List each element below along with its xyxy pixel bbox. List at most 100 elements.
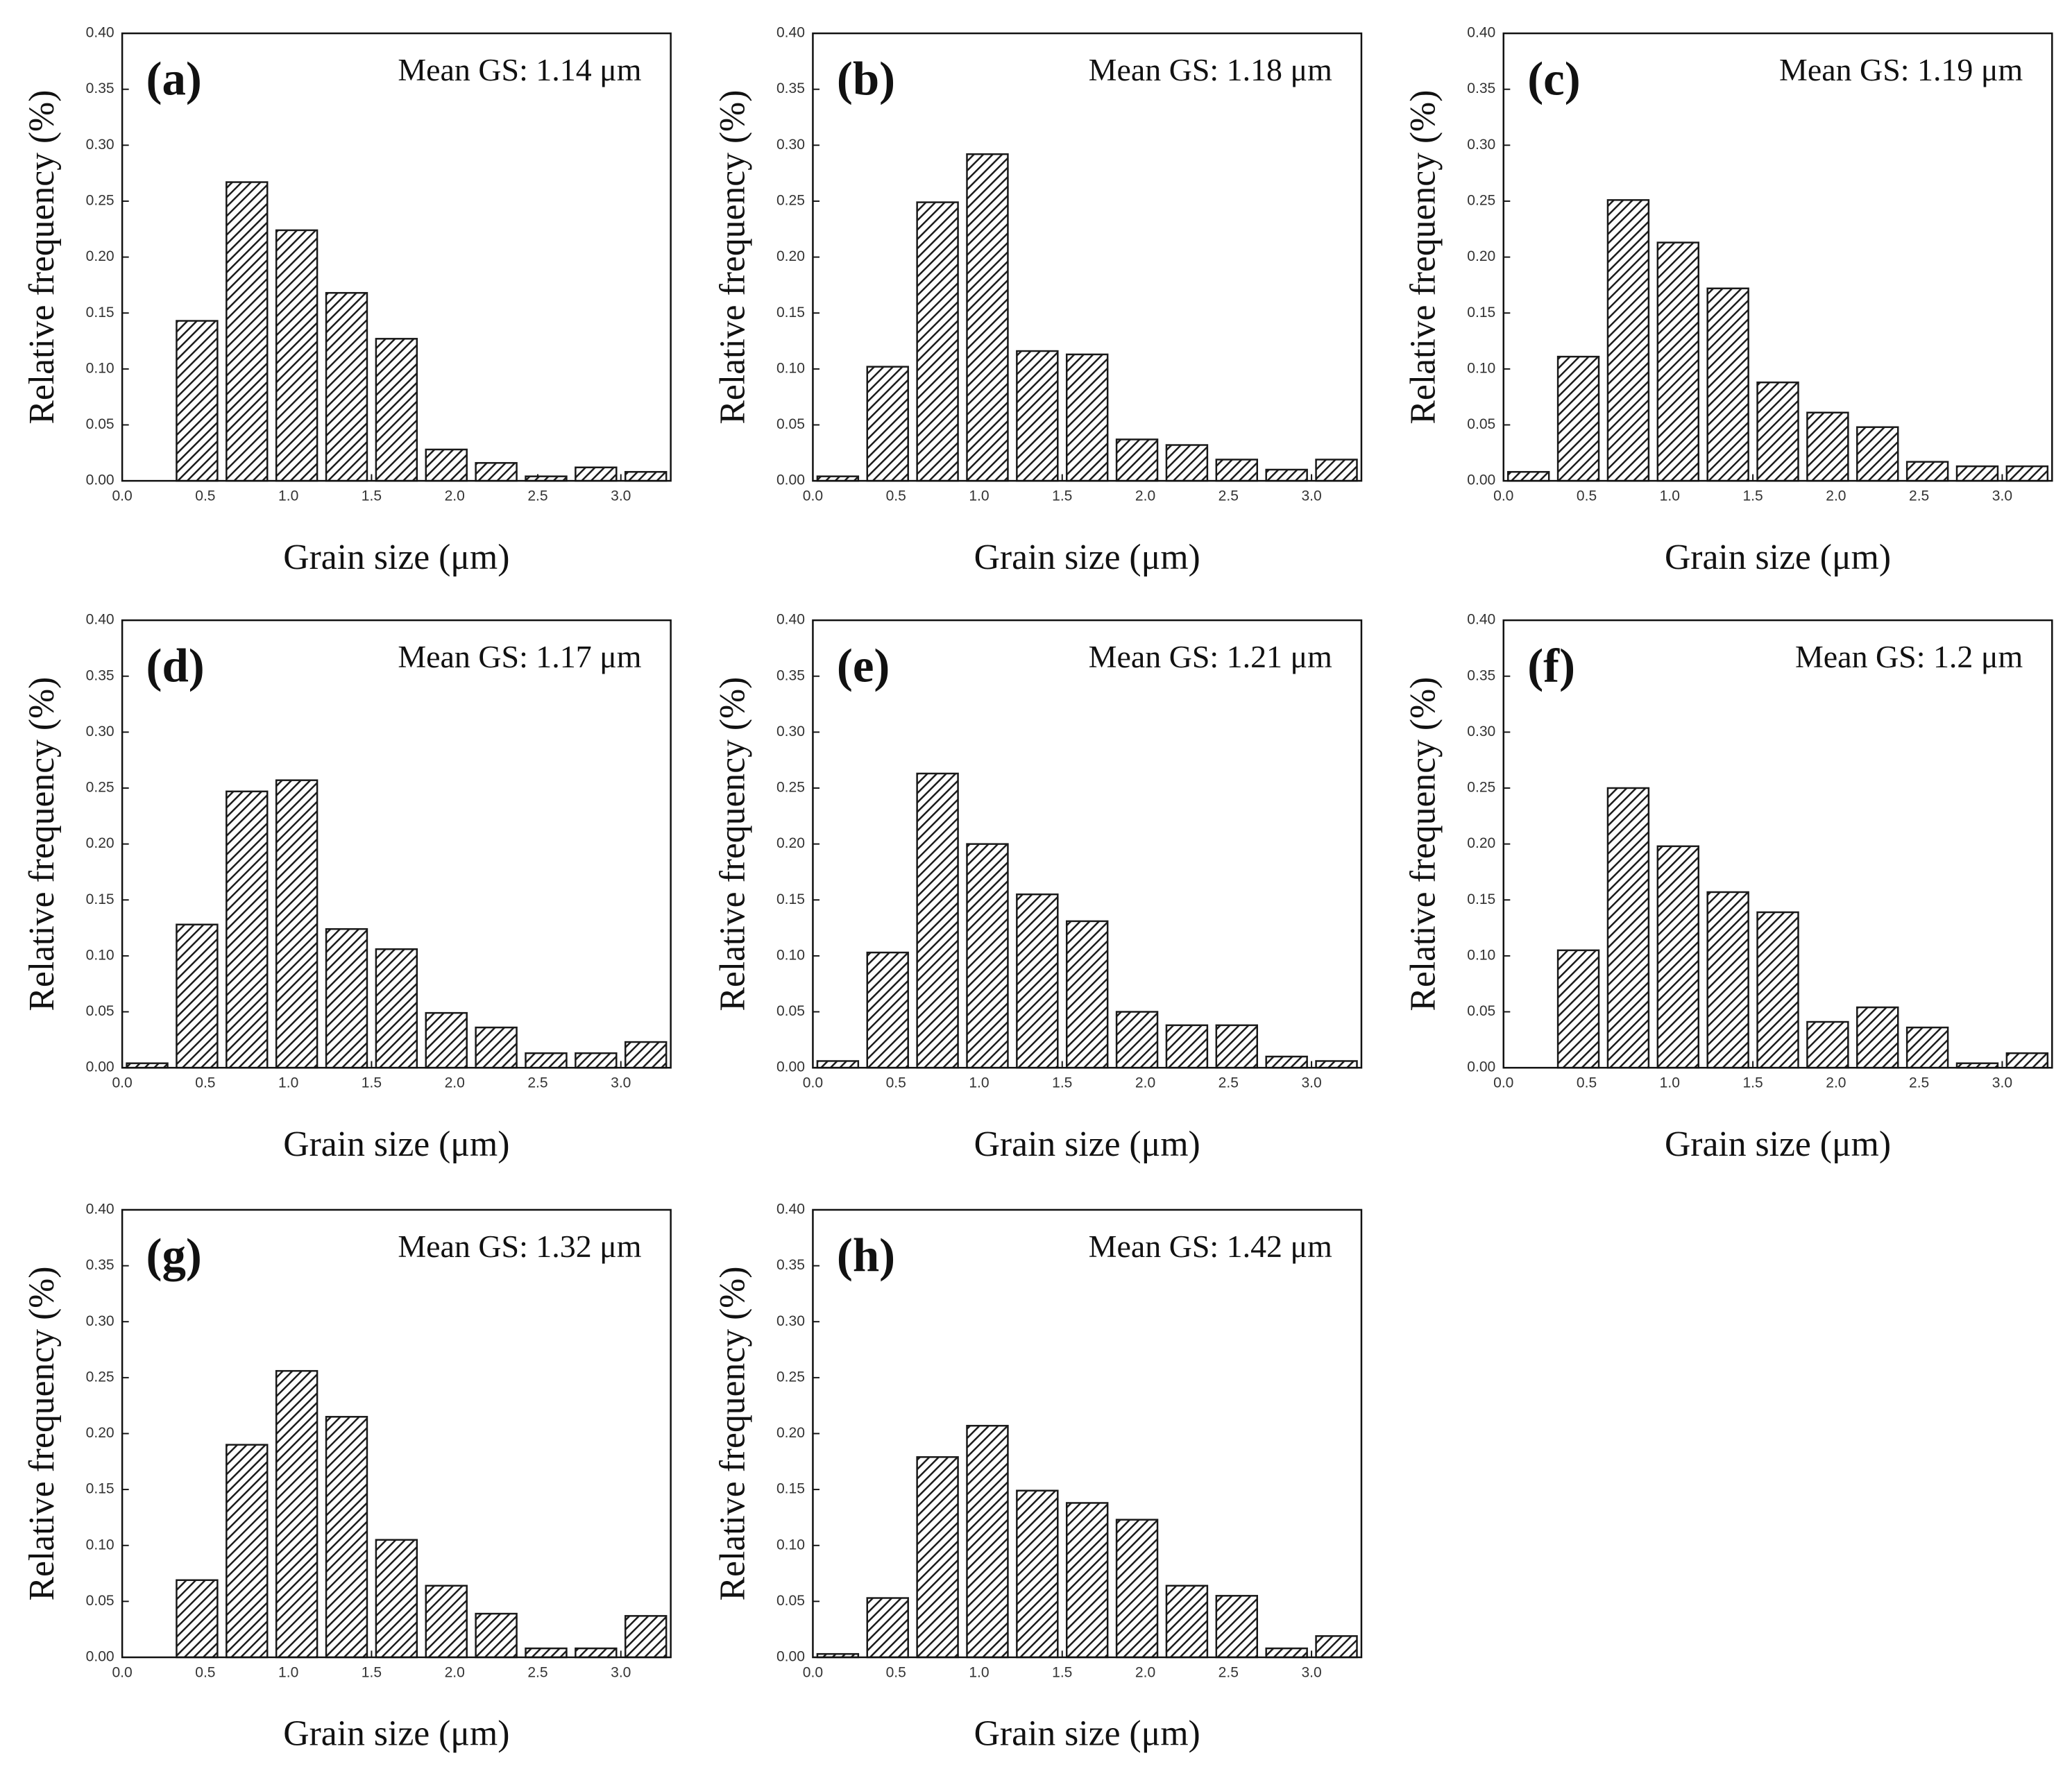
bar bbox=[1215, 1595, 1258, 1659]
y-tick-label: 0.15 bbox=[776, 891, 805, 907]
bar bbox=[1556, 949, 1600, 1069]
y-tick-label: 0.20 bbox=[86, 835, 114, 851]
plot-frame bbox=[1502, 619, 2053, 1069]
bar bbox=[226, 181, 269, 482]
x-tick-label: 1.5 bbox=[1052, 1075, 1072, 1091]
y-tick-label: 0.00 bbox=[776, 472, 805, 488]
bar bbox=[2005, 465, 2049, 482]
y-axis-title: Relative frequency (%) bbox=[22, 1266, 62, 1600]
annotation: Mean GS: 1.2 μm bbox=[1795, 639, 2023, 674]
y-tick-label: 0.05 bbox=[1467, 1003, 1495, 1019]
x-tick-label: 3.0 bbox=[1301, 1665, 1321, 1681]
bar bbox=[1115, 1011, 1159, 1069]
bar bbox=[624, 1041, 668, 1069]
annotation: Mean GS: 1.21 μm bbox=[1089, 639, 1332, 674]
bar bbox=[1265, 1055, 1308, 1069]
y-tick-label: 0.20 bbox=[776, 835, 805, 851]
y-tick-label: 0.10 bbox=[86, 1537, 114, 1553]
x-tick-label: 2.5 bbox=[527, 488, 547, 504]
y-tick-label: 0.35 bbox=[86, 80, 114, 96]
bar bbox=[866, 1597, 909, 1659]
panel-label: (a) bbox=[146, 53, 202, 105]
x-tick-label: 0.0 bbox=[112, 488, 132, 504]
y-tick-label: 0.10 bbox=[86, 947, 114, 963]
x-tick-label: 0.0 bbox=[803, 488, 823, 504]
y-tick-label: 0.15 bbox=[1467, 891, 1495, 907]
bar bbox=[1165, 1024, 1209, 1069]
y-axis-title: Relative frequency (%) bbox=[1404, 677, 1443, 1011]
x-tick-label: 1.5 bbox=[1052, 488, 1072, 504]
x-tick-label: 0.0 bbox=[112, 1665, 132, 1681]
x-tick-label: 2.5 bbox=[527, 1075, 547, 1091]
panel-label: (b) bbox=[837, 53, 895, 105]
x-tick-label: 2.0 bbox=[445, 1665, 465, 1681]
y-tick-label: 0.10 bbox=[1467, 947, 1495, 963]
annotation: Mean GS: 1.19 μm bbox=[1779, 52, 2023, 87]
x-tick-label: 1.0 bbox=[278, 1075, 298, 1091]
bar bbox=[275, 1369, 319, 1659]
bar bbox=[176, 1579, 219, 1659]
bar bbox=[1856, 426, 1899, 482]
x-axis-title: Grain size (μm) bbox=[974, 1125, 1200, 1164]
annotation: Mean GS: 1.32 μm bbox=[398, 1229, 641, 1264]
x-tick-label: 2.5 bbox=[1218, 1075, 1239, 1091]
bar bbox=[425, 1584, 468, 1659]
y-tick-label: 0.40 bbox=[776, 1202, 805, 1217]
y-tick-label: 0.35 bbox=[776, 80, 805, 96]
x-tick-label: 0.0 bbox=[1493, 488, 1513, 504]
y-axis-title: Relative frequency (%) bbox=[713, 90, 752, 425]
bar bbox=[325, 928, 368, 1069]
bar bbox=[866, 951, 909, 1069]
bar bbox=[575, 1647, 618, 1659]
x-tick-label: 3.0 bbox=[611, 488, 631, 504]
bar bbox=[575, 466, 618, 482]
y-tick-label: 0.35 bbox=[86, 1257, 114, 1273]
bar bbox=[1215, 459, 1258, 482]
y-tick-label: 0.00 bbox=[1467, 472, 1495, 488]
bar bbox=[375, 338, 418, 482]
y-tick-label: 0.40 bbox=[776, 612, 805, 628]
panel-label: (d) bbox=[146, 640, 205, 692]
x-tick-label: 0.5 bbox=[195, 488, 215, 504]
x-tick-label: 0.5 bbox=[1577, 1075, 1597, 1091]
bar bbox=[1905, 1026, 1949, 1069]
annotation: Mean GS: 1.18 μm bbox=[1089, 52, 1332, 87]
y-tick-label: 0.05 bbox=[86, 1593, 114, 1609]
bar bbox=[816, 1060, 860, 1069]
bar bbox=[1706, 891, 1749, 1069]
bar bbox=[866, 366, 909, 482]
y-tick-label: 0.05 bbox=[1467, 416, 1495, 432]
bar bbox=[1065, 920, 1109, 1069]
x-tick-label: 3.0 bbox=[611, 1665, 631, 1681]
bar bbox=[1065, 353, 1109, 482]
y-axis-title: Relative frequency (%) bbox=[22, 677, 62, 1011]
x-tick-label: 0.5 bbox=[886, 1075, 906, 1091]
bar bbox=[1065, 1502, 1109, 1659]
bar bbox=[1315, 1060, 1358, 1069]
panel-label: (h) bbox=[837, 1229, 895, 1282]
y-tick-label: 0.10 bbox=[1467, 360, 1495, 376]
y-tick-label: 0.20 bbox=[776, 248, 805, 264]
y-tick-label: 0.30 bbox=[86, 137, 114, 153]
bar bbox=[475, 1612, 518, 1659]
bar bbox=[1165, 444, 1209, 482]
bar bbox=[1606, 787, 1650, 1069]
plot-frame bbox=[812, 1208, 1363, 1659]
bar bbox=[966, 153, 1009, 482]
bar bbox=[1016, 1489, 1059, 1659]
y-axis-title: Relative frequency (%) bbox=[713, 677, 752, 1011]
x-tick-label: 3.0 bbox=[1992, 488, 2012, 504]
bar bbox=[1016, 350, 1059, 482]
x-tick-label: 1.0 bbox=[969, 1075, 989, 1091]
x-axis-title: Grain size (μm) bbox=[974, 538, 1200, 577]
y-tick-label: 0.05 bbox=[86, 1003, 114, 1019]
bar bbox=[1315, 1635, 1358, 1659]
bar bbox=[916, 201, 959, 482]
bar bbox=[176, 923, 219, 1069]
y-tick-label: 0.15 bbox=[776, 1481, 805, 1497]
panel: 0.00 0.05 0.10 0.15 0.20 0.25 0.30 0.35 0.40 0.0 0… bbox=[1404, 612, 2053, 1164]
y-tick-label: 0.20 bbox=[1467, 835, 1495, 851]
panel: 0.00 0.05 0.10 0.15 0.20 0.25 0.30 0.35 0.40 0.0 0… bbox=[713, 612, 1363, 1164]
y-tick-label: 0.25 bbox=[86, 780, 114, 796]
